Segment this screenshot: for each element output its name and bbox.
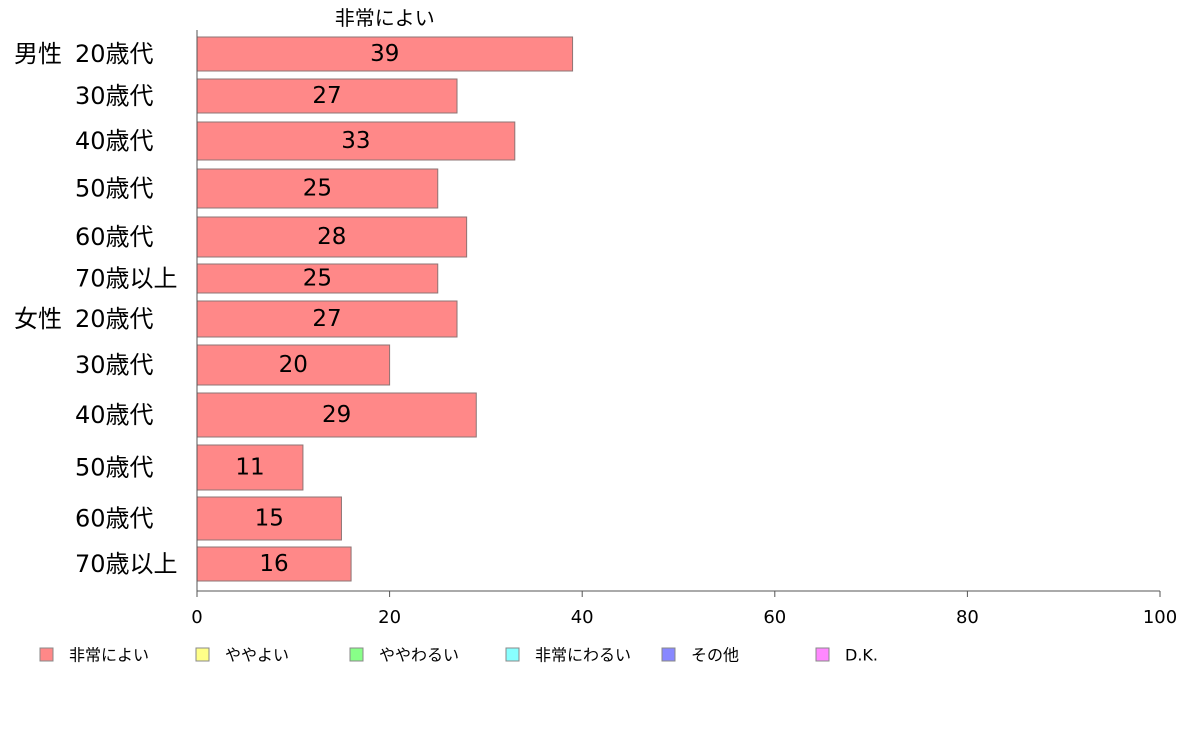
bar	[196, 300, 458, 338]
legend-swatch	[39, 647, 54, 662]
category-label: 70歳以上	[75, 265, 178, 293]
category-label: 40歳代	[75, 127, 154, 155]
bar	[196, 546, 352, 582]
bar	[196, 36, 574, 72]
bar-value-label: 25	[303, 176, 332, 202]
category-label: 20歳代	[75, 40, 154, 68]
legend-label: その他	[691, 646, 739, 665]
category-label: 20歳代	[75, 305, 154, 333]
category-label: 30歳代	[75, 351, 154, 379]
category-labels: 20歳代 30歳代 40歳代 50歳代 60歳代 70歳以上 20歳代 30歳代 40歳代 50歳…	[14, 40, 178, 578]
category-label: 30歳代	[75, 82, 154, 110]
bar-value-label: 39	[370, 41, 399, 67]
x-axis: 0 20 40 60 80 100	[191, 30, 1177, 628]
bar	[196, 444, 304, 491]
x-tick-label: 60	[763, 607, 786, 628]
series-title: 非常によい	[335, 6, 435, 30]
legend-label: 非常によい	[69, 646, 149, 665]
bar-value-label: 20	[279, 352, 308, 378]
bar-value-label: 11	[235, 455, 264, 481]
legend-label: ややわるい	[379, 646, 459, 665]
legend-swatch	[195, 647, 210, 662]
x-tick-label: 20	[378, 607, 401, 628]
bar-value-label: 28	[317, 224, 346, 250]
x-tick-label: 80	[956, 607, 979, 628]
bar	[196, 78, 458, 114]
bar	[196, 496, 342, 541]
x-tick-label: 0	[191, 607, 202, 628]
bar-value-label: 33	[341, 128, 370, 154]
legend-swatch	[505, 647, 520, 662]
legend-swatch	[815, 647, 830, 662]
bar	[196, 216, 468, 258]
bar	[196, 168, 439, 209]
x-tick-label: 100	[1143, 607, 1177, 628]
legend-label: D.K.	[845, 646, 878, 665]
bar-value-label: 15	[255, 506, 284, 532]
category-label: 60歳代	[75, 223, 154, 251]
category-label: 50歳代	[75, 175, 154, 203]
legend-swatch	[349, 647, 364, 662]
legend-label: 非常にわるい	[535, 646, 631, 665]
bar	[196, 121, 516, 161]
category-label: 70歳以上	[75, 550, 178, 578]
legend: 非常によい ややよい ややわるい 非常にわるい その他 D.K.	[39, 646, 878, 665]
bar-value-label: 16	[259, 551, 288, 577]
bar-value-label: 25	[303, 266, 332, 292]
group-label: 女性	[14, 305, 62, 333]
x-tick-label: 40	[571, 607, 594, 628]
bar-value-label: 27	[312, 83, 341, 109]
category-label: 50歳代	[75, 454, 154, 482]
bar-value-label: 29	[322, 402, 351, 428]
legend-swatch	[661, 647, 676, 662]
category-label: 60歳代	[75, 505, 154, 533]
category-label: 40歳代	[75, 401, 154, 429]
legend-label: ややよい	[225, 646, 289, 665]
bar-value-label: 27	[312, 306, 341, 332]
group-label: 男性	[14, 40, 62, 68]
